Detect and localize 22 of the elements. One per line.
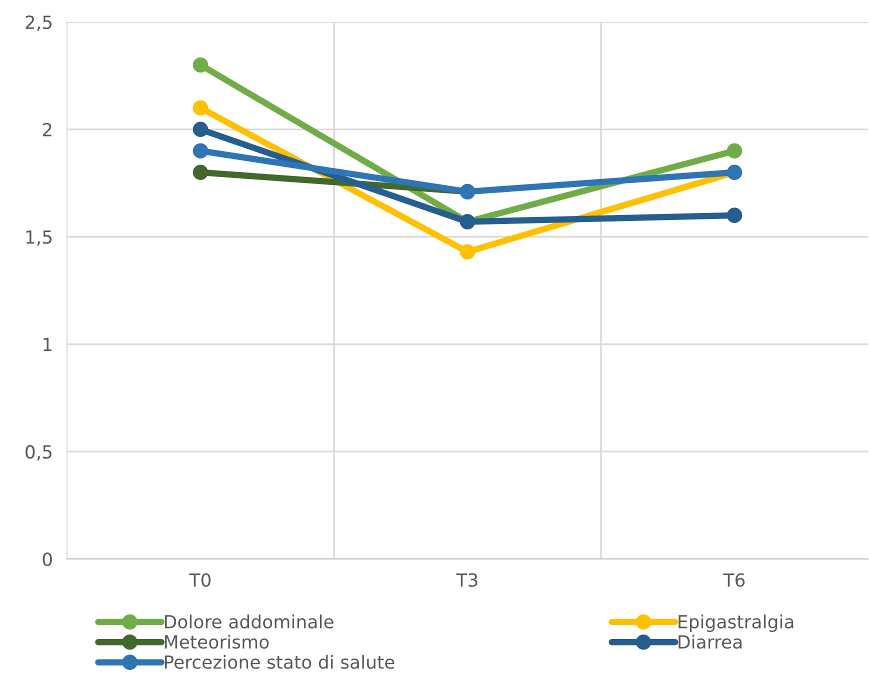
y-tick-label: 0,5 [26, 445, 52, 461]
point [726, 143, 742, 159]
x-tick-label: T3 [456, 573, 478, 587]
y-tick-label: 1 [44, 338, 52, 352]
legend-label: Diarrea [678, 634, 742, 649]
x-tick-label: T0 [189, 573, 211, 587]
y-tick-label: 1,5 [26, 230, 52, 246]
point [192, 57, 208, 73]
point [460, 244, 476, 260]
legend-label: Meteorismo [165, 634, 269, 649]
point [192, 100, 208, 116]
point [192, 164, 208, 180]
legend-label: Dolore addominale [165, 614, 334, 629]
legend-label: Percezione stato di salute [165, 654, 394, 669]
x-tick-label: T6 [723, 573, 745, 587]
point [192, 122, 208, 138]
y-tick-label: 2,5 [26, 15, 52, 31]
y-tick-label: 2 [42, 122, 52, 136]
point [192, 143, 208, 159]
point [726, 208, 742, 223]
y-tick-label: 0 [42, 552, 52, 566]
legend-label: Epigastralgia [678, 614, 794, 632]
